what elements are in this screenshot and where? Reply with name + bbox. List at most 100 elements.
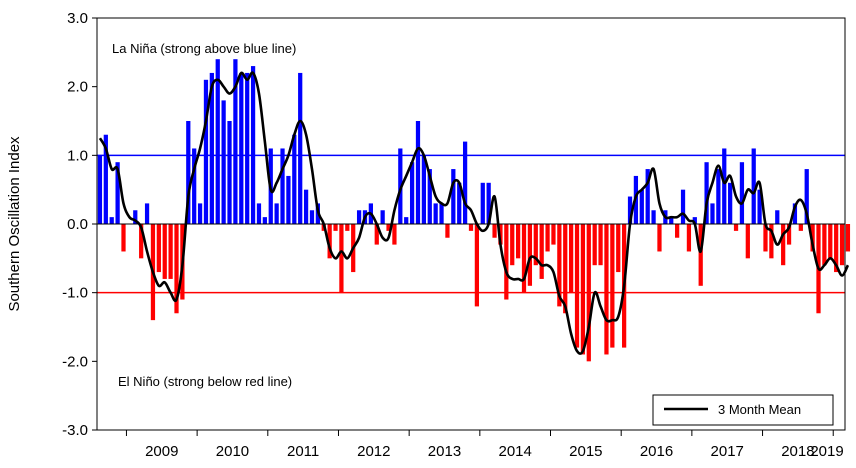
soi-bar <box>710 203 715 224</box>
soi-bar <box>392 224 397 245</box>
soi-bar <box>303 189 309 224</box>
soi-bar <box>504 224 509 300</box>
soi-bar <box>103 134 108 224</box>
soi-bar <box>763 224 768 252</box>
soi-bar <box>627 196 633 224</box>
x-tick-label: 2014 <box>498 443 531 460</box>
soi-bar <box>733 224 739 231</box>
soi-bar <box>380 210 385 224</box>
soi-bar <box>616 224 621 273</box>
soi-bar <box>828 224 833 259</box>
soi-bar <box>256 203 262 224</box>
soi-bar <box>845 224 851 252</box>
mean-line-group <box>98 71 850 355</box>
el-nino-annotation: El Niño (strong below red line) <box>118 374 292 389</box>
y-axis-ticks: 3.0 2.0 1.0 0.0 -1.0 -2.0 -3.0 <box>62 10 97 439</box>
x-tick-label: 2013 <box>428 443 461 460</box>
soi-bar <box>545 224 550 252</box>
y-tick-label: 0.0 <box>67 216 88 233</box>
soi-bar <box>492 224 497 238</box>
soi-bar <box>451 169 456 224</box>
x-tick-label: 2009 <box>145 443 178 460</box>
soi-bar <box>657 224 662 252</box>
soi-bar <box>822 224 827 266</box>
soi-bar <box>280 148 285 224</box>
soi-bar <box>345 224 350 231</box>
soi-bar <box>680 189 686 224</box>
soi-bar <box>704 162 709 224</box>
soi-bar <box>786 224 792 245</box>
soi-bar <box>739 162 745 224</box>
soi-bar <box>409 162 415 224</box>
soi-bar <box>468 224 474 231</box>
soi-bar <box>586 224 591 362</box>
soi-bar <box>686 224 692 252</box>
soi-bar <box>580 224 586 355</box>
soi-bar <box>592 224 597 266</box>
soi-bar <box>551 224 556 245</box>
legend: 3 Month Mean <box>652 394 834 426</box>
soi-bar <box>792 203 798 224</box>
soi-bar <box>286 175 291 224</box>
soi-bar <box>457 182 462 224</box>
soi-bar <box>651 210 656 224</box>
soi-bar <box>274 203 279 224</box>
soi-bar <box>162 224 167 279</box>
soi-bar <box>245 72 250 225</box>
soi-bar <box>327 224 332 259</box>
soi-bar <box>781 224 786 266</box>
soi-bar <box>197 203 203 224</box>
soi-bar <box>227 121 232 224</box>
x-tick-label: 2018 <box>781 443 814 460</box>
soi-bar <box>250 66 256 224</box>
soi-bar <box>557 224 562 307</box>
soi-bar <box>439 203 444 224</box>
soi-bar <box>834 224 839 273</box>
soi-bar <box>728 182 733 224</box>
soi-bar <box>716 169 721 224</box>
soi-bar <box>645 169 650 224</box>
y-tick-label: 3.0 <box>67 10 88 27</box>
soi-bar <box>692 217 697 224</box>
soi-bar <box>604 224 609 355</box>
soi-bar <box>427 169 432 224</box>
soi-bar <box>698 224 703 286</box>
soi-bar <box>186 121 191 224</box>
y-tick-label: 1.0 <box>67 147 88 164</box>
x-tick-label: 2011 <box>287 443 319 460</box>
soi-bar <box>292 134 297 224</box>
soi-bar <box>675 224 680 238</box>
legend-label: 3 Month Mean <box>718 402 801 417</box>
soi-bar <box>121 224 126 252</box>
soi-bar <box>144 203 150 224</box>
soi-bar <box>421 155 426 224</box>
soi-bar <box>533 224 538 266</box>
soi-bar <box>133 210 138 224</box>
soi-bar <box>810 224 815 252</box>
soi-bar <box>757 189 762 224</box>
x-tick-label: 2012 <box>357 443 390 460</box>
soi-bar <box>168 224 173 279</box>
soi-bar <box>639 189 644 224</box>
soi-bar <box>516 224 521 259</box>
soi-bar <box>745 224 750 259</box>
soi-bar <box>510 224 515 266</box>
x-tick-label: 2016 <box>640 443 673 460</box>
soi-bar <box>404 217 409 224</box>
soi-bar <box>480 182 485 224</box>
y-tick-label: -3.0 <box>62 422 88 439</box>
soi-bar <box>298 72 303 225</box>
soi-bar <box>527 224 533 286</box>
soi-bar <box>539 224 544 279</box>
soi-bar <box>722 148 727 224</box>
soi-bar <box>339 224 344 293</box>
y-tick-label: -2.0 <box>62 353 88 370</box>
soi-bar <box>610 224 615 348</box>
soi-bar <box>356 210 362 224</box>
soi-bar <box>798 224 803 231</box>
soi-bar <box>386 224 391 231</box>
soi-bar <box>374 224 379 245</box>
soi-bar <box>221 100 226 224</box>
soi-bar <box>751 148 756 224</box>
